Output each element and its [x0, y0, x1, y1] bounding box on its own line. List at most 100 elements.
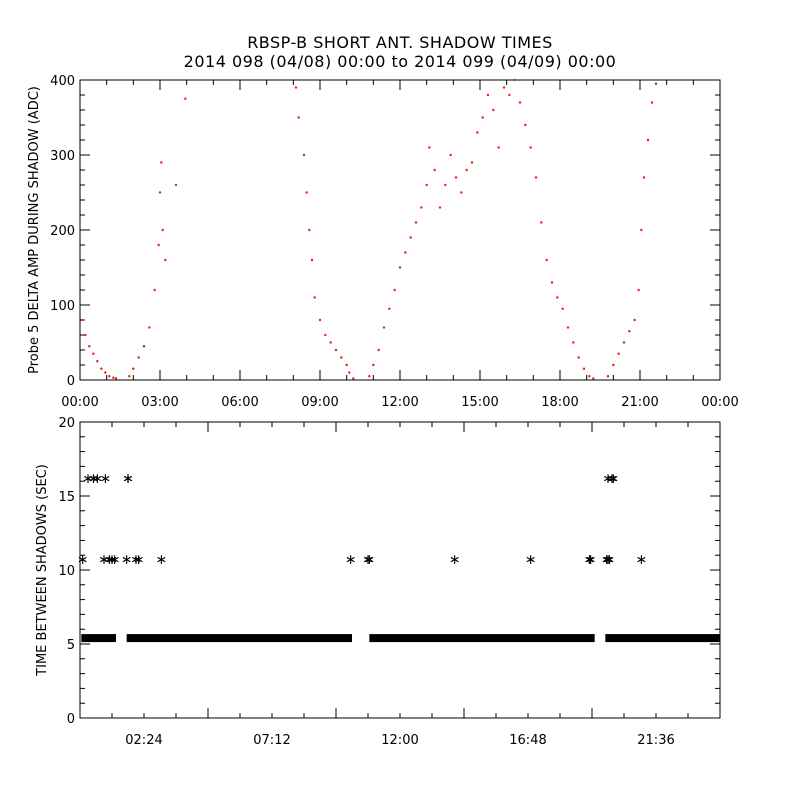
- data-point: [550, 281, 554, 284]
- data-point: [534, 176, 538, 179]
- x-tick-label: 21:36: [637, 733, 674, 748]
- data-point: ∗: [363, 552, 375, 568]
- y-axis-label: Probe 5 DELTA AMP DURING SHADOW (ADC): [27, 86, 42, 374]
- data-point: ∗: [602, 552, 614, 568]
- data-point: [92, 352, 95, 355]
- data-point: [508, 93, 511, 97]
- data-point: ∗: [106, 552, 118, 568]
- baseline-band: [126, 634, 353, 643]
- data-point: [157, 243, 160, 247]
- data-point: [617, 352, 620, 355]
- data-point: ∗: [122, 471, 134, 487]
- x-tick-label: 12:00: [381, 733, 418, 748]
- data-point: [470, 161, 474, 164]
- data-point: ∗: [82, 471, 94, 487]
- data-point: [84, 333, 87, 337]
- data-point: [334, 348, 338, 352]
- data-point: [444, 183, 447, 187]
- data-point: [577, 356, 580, 359]
- data-point: [476, 131, 479, 134]
- data-point: [112, 376, 115, 379]
- data-point: [460, 191, 463, 194]
- data-point: [513, 78, 516, 82]
- data-point: [492, 108, 495, 112]
- data-point: [622, 341, 626, 344]
- data-point: [388, 307, 391, 310]
- data-point: ∗: [606, 471, 618, 487]
- data-point: [404, 251, 407, 254]
- data-point: [352, 377, 355, 380]
- data-point: [582, 367, 586, 370]
- data-point: ∗: [607, 471, 619, 487]
- data-point: ∗: [583, 552, 595, 568]
- data-point: ∗: [345, 552, 357, 568]
- data-point: [642, 176, 646, 179]
- baseline-band: [81, 634, 116, 643]
- x-tick-label: 06:00: [221, 395, 258, 410]
- data-point: [80, 318, 83, 322]
- data-point: [524, 123, 527, 127]
- data-point: [128, 375, 131, 378]
- data-point: [100, 367, 103, 370]
- data-point: [465, 168, 468, 172]
- data-point: [572, 341, 575, 344]
- data-point: [160, 161, 163, 164]
- data-point: [628, 330, 631, 333]
- data-point: [502, 86, 506, 89]
- data-point: [294, 86, 298, 89]
- data-point: [368, 375, 371, 378]
- data-point: [132, 367, 135, 370]
- data-point: [114, 377, 118, 380]
- data-point: [606, 375, 610, 378]
- data-point: [310, 258, 314, 262]
- data-point: [556, 296, 559, 299]
- y-tick-label: 15: [58, 490, 75, 505]
- data-point: ∗: [362, 552, 374, 568]
- data-point: ∗: [103, 552, 115, 568]
- data-point: ∗: [121, 552, 133, 568]
- data-point: [164, 258, 167, 262]
- data-point: [382, 326, 386, 329]
- data-point: ∗: [130, 552, 142, 568]
- data-point: [142, 345, 146, 348]
- data-point: [174, 183, 178, 187]
- data-point: ∗: [601, 552, 613, 568]
- x-tick-label: 03:00: [141, 395, 178, 410]
- data-point: [302, 153, 306, 157]
- data-point: [148, 326, 151, 329]
- data-point: [650, 101, 654, 104]
- data-point: [633, 318, 636, 322]
- data-point: [640, 228, 643, 232]
- data-point: [305, 191, 308, 194]
- data-point: ∗: [87, 471, 99, 487]
- y-tick-label: 100: [50, 299, 75, 314]
- x-tick-label: 16:48: [509, 733, 546, 748]
- data-point: [137, 356, 140, 359]
- x-tick-label: 18:00: [541, 395, 578, 410]
- data-point: [646, 138, 650, 142]
- data-point: [318, 318, 322, 322]
- data-point: [297, 116, 300, 119]
- x-tick-label: 07:12: [253, 733, 290, 748]
- x-tick-label: 12:00: [381, 395, 418, 410]
- data-point: [425, 183, 428, 187]
- data-point: ∗: [602, 471, 614, 487]
- x-tick-label: 15:00: [461, 395, 498, 410]
- data-point: [372, 363, 375, 367]
- data-point: [96, 360, 99, 363]
- data-point: [340, 356, 343, 359]
- data-point: [329, 341, 332, 344]
- y-tick-label: 400: [50, 74, 75, 89]
- data-point: [153, 288, 156, 292]
- x-tick-label: 00:00: [61, 395, 98, 410]
- x-tick-label: 21:00: [621, 395, 658, 410]
- data-point: [454, 176, 458, 179]
- data-point: [377, 348, 380, 352]
- data-point: [414, 221, 418, 224]
- data-point: ∗: [603, 552, 615, 568]
- data-point: [398, 266, 402, 269]
- data-point: ∗: [91, 471, 103, 487]
- y-tick-label: 20: [58, 416, 75, 431]
- data-point: ∗: [99, 471, 111, 487]
